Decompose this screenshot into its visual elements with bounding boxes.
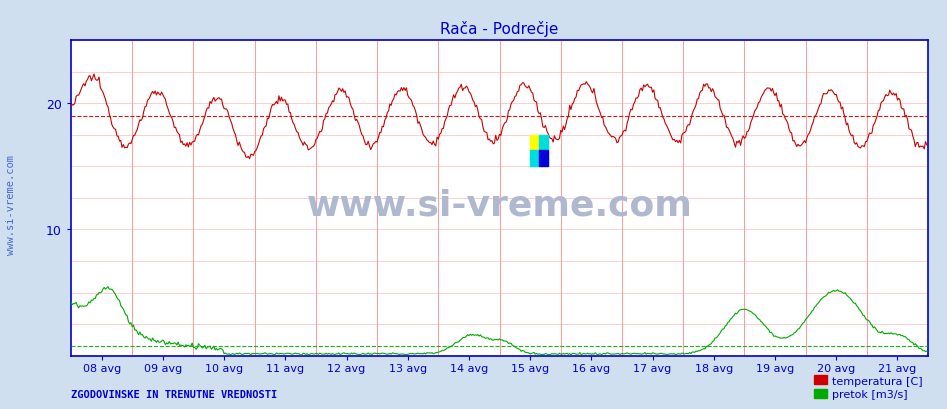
FancyBboxPatch shape [529, 151, 539, 167]
Title: Rača - Podrečje: Rača - Podrečje [440, 21, 559, 37]
Text: www.si-vreme.com: www.si-vreme.com [7, 155, 16, 254]
Text: ZGODOVINSKE IN TRENUTNE VREDNOSTI: ZGODOVINSKE IN TRENUTNE VREDNOSTI [71, 389, 277, 399]
FancyBboxPatch shape [539, 151, 548, 167]
Text: www.si-vreme.com: www.si-vreme.com [307, 188, 692, 222]
Legend: temperatura [C], pretok [m3/s]: temperatura [C], pretok [m3/s] [814, 375, 922, 399]
FancyBboxPatch shape [539, 135, 548, 151]
FancyBboxPatch shape [529, 135, 539, 151]
